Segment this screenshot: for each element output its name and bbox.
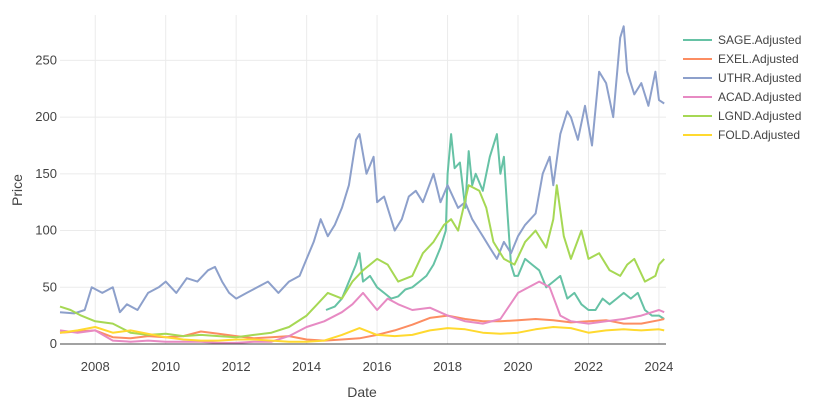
- y-tick-label: 200: [35, 109, 57, 124]
- legend-item[interactable]: SAGE.Adjusted: [683, 33, 801, 47]
- y-tick-label: 150: [35, 166, 57, 181]
- x-tick-label: 2024: [644, 359, 673, 374]
- legend-label: SAGE.Adjusted: [718, 33, 801, 47]
- series-line-sage-adjusted: [325, 133, 665, 320]
- series-line-uthr-adjusted: [59, 25, 665, 315]
- legend-label: LGND.Adjusted: [718, 109, 801, 123]
- x-tick-label: 2020: [504, 359, 533, 374]
- legend-label: UTHR.Adjusted: [718, 71, 801, 85]
- x-tick-label: 2016: [363, 359, 392, 374]
- legend-item[interactable]: UTHR.Adjusted: [683, 71, 801, 85]
- series-line-acad-adjusted: [59, 280, 665, 344]
- x-tick-label: 2018: [433, 359, 462, 374]
- x-tick-label: 2008: [81, 359, 110, 374]
- legend-item[interactable]: FOLD.Adjusted: [683, 128, 800, 142]
- legend-item[interactable]: LGND.Adjusted: [683, 109, 801, 123]
- series-line-lgnd-adjusted: [59, 184, 665, 339]
- y-axis-title: Price: [9, 174, 25, 206]
- y-tick-label: 0: [50, 336, 57, 351]
- legend-label: EXEL.Adjusted: [718, 52, 799, 66]
- legend-item[interactable]: ACAD.Adjusted: [683, 90, 801, 104]
- y-tick-label: 250: [35, 52, 57, 67]
- x-tick-label: 2012: [222, 359, 251, 374]
- x-tick-label: 2010: [151, 359, 180, 374]
- y-tick-label: 50: [43, 279, 57, 294]
- axes: 0 50 100 150 200 250 2008 2010 2012 2014 2016 2018 2…: [35, 52, 673, 374]
- x-tick-label: 2022: [574, 359, 603, 374]
- x-axis-title: Date: [347, 384, 377, 400]
- legend-label: ACAD.Adjusted: [718, 90, 801, 104]
- series-lines: [59, 25, 665, 344]
- series-line-fold-adjusted: [59, 326, 665, 343]
- legend-label: FOLD.Adjusted: [718, 128, 800, 142]
- legend-item[interactable]: EXEL.Adjusted: [683, 52, 799, 66]
- legend[interactable]: SAGE.Adjusted EXEL.Adjusted UTHR.Adjusted A…: [683, 33, 801, 142]
- x-tick-label: 2014: [292, 359, 321, 374]
- grid-lines: [60, 15, 666, 344]
- y-tick-label: 100: [35, 223, 57, 238]
